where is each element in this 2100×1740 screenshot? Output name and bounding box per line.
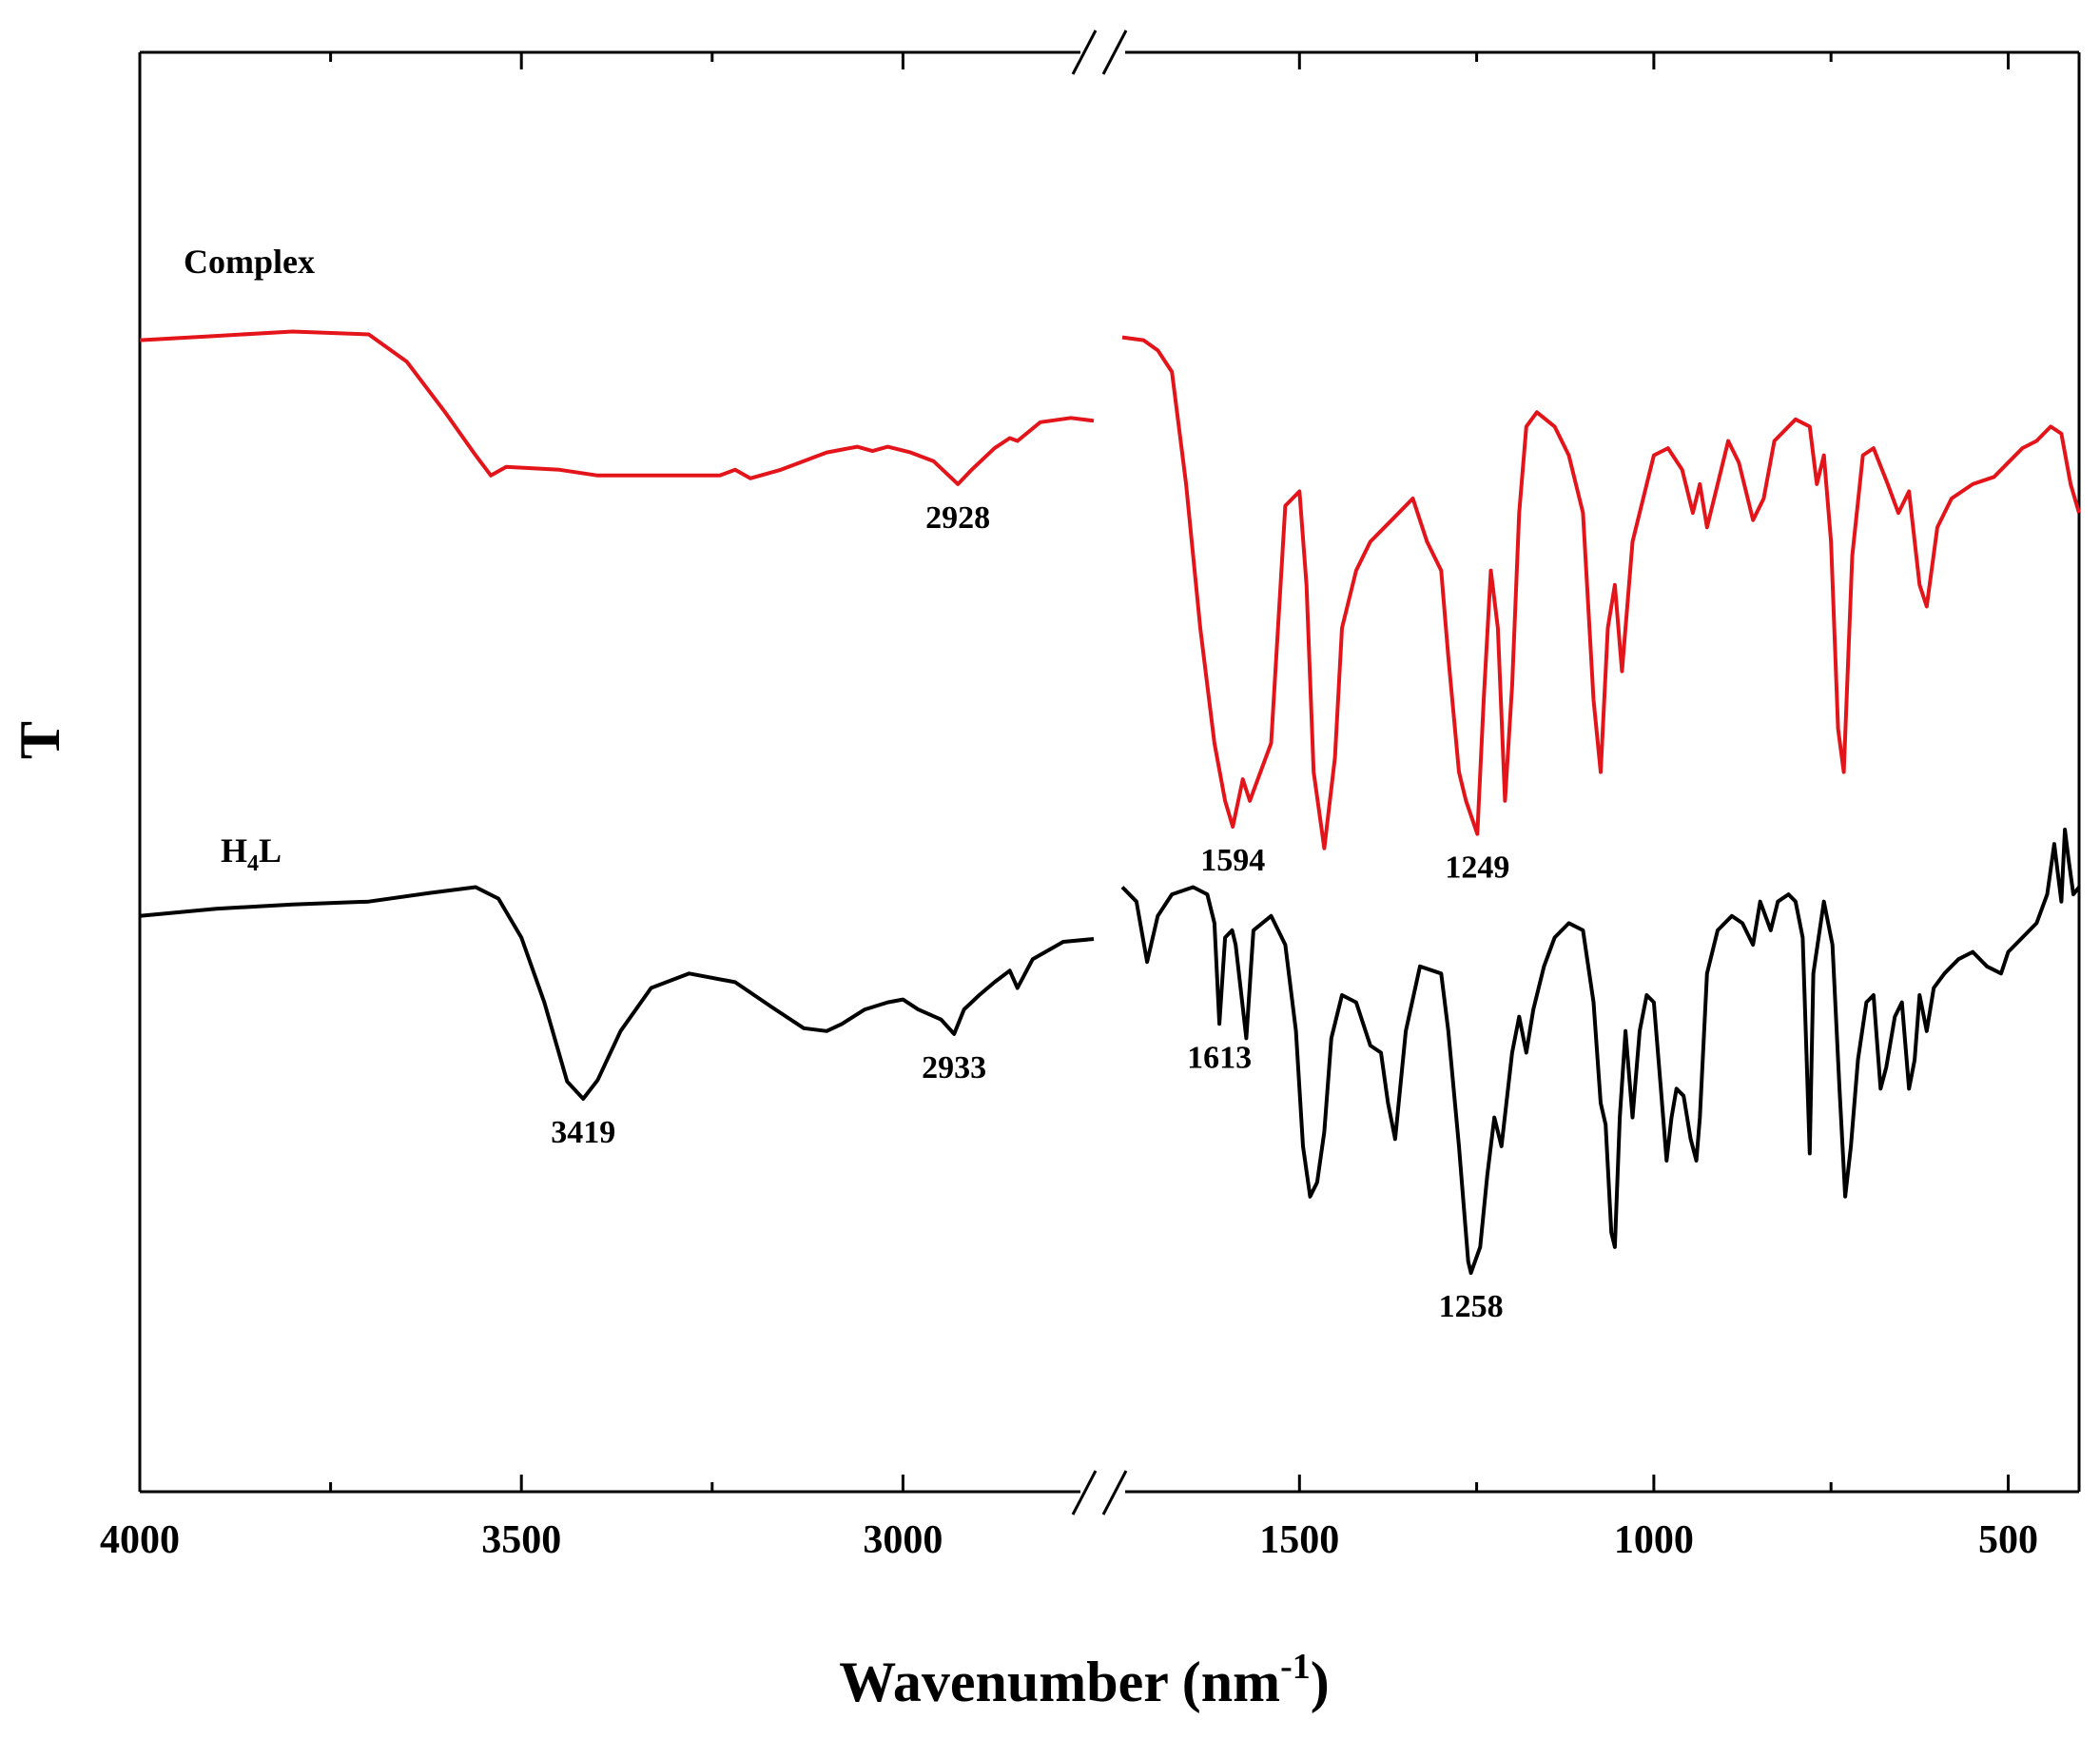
- x-axis-ticks: [138, 52, 2010, 1492]
- x-tick-label: 1000: [1614, 1518, 1694, 1562]
- h4l-label-end: L: [259, 831, 282, 870]
- x-axis-title-sup: -1: [1280, 1647, 1311, 1687]
- peak-label-1613: 1613: [1187, 1040, 1252, 1075]
- x-tick-label: 1500: [1259, 1518, 1339, 1562]
- peak-label-2928: 2928: [925, 500, 990, 536]
- x-tick-label: 3000: [863, 1518, 943, 1562]
- axis-break-top: [1071, 29, 1128, 75]
- h4l-series-line-low: [1120, 828, 2081, 1275]
- plot-frame: [138, 50, 2081, 1494]
- x-axis-tick-labels: 4000 3500 3000 1500 1000 500: [100, 1518, 2038, 1562]
- complex-series-line-high: [139, 329, 1095, 486]
- x-tick-label: 3500: [481, 1518, 561, 1562]
- peak-label-1594: 1594: [1200, 843, 1265, 878]
- x-tick-label: 4000: [100, 1518, 180, 1562]
- x-tick-label: 500: [1978, 1518, 2038, 1562]
- peak-label-1258: 1258: [1439, 1289, 1504, 1324]
- y-axis-title: T: [9, 721, 71, 759]
- peak-label-3419: 3419: [551, 1115, 615, 1150]
- series-layer: [139, 329, 2081, 1275]
- axis-break-bottom: [1071, 1470, 1128, 1515]
- x-axis-title-close: ): [1311, 1651, 1330, 1713]
- h4l-label-main: H: [221, 831, 247, 870]
- peak-label-1249: 1249: [1445, 850, 1509, 886]
- peak-labels: 2928 1594 1249 3419 2933 1613 1258: [551, 500, 1509, 1324]
- h4l-label-sub: 4: [247, 851, 259, 876]
- h4l-series-line-high: [139, 885, 1095, 1101]
- x-axis-title-main: Wavenumber (nm: [839, 1651, 1280, 1713]
- complex-series-line-low: [1121, 335, 2081, 850]
- series-label-complex: Complex: [184, 243, 315, 281]
- peak-label-2933: 2933: [922, 1050, 986, 1085]
- x-axis-title: Wavenumber (nm-1): [839, 1647, 1330, 1713]
- series-label-h4l: H4L: [221, 831, 282, 876]
